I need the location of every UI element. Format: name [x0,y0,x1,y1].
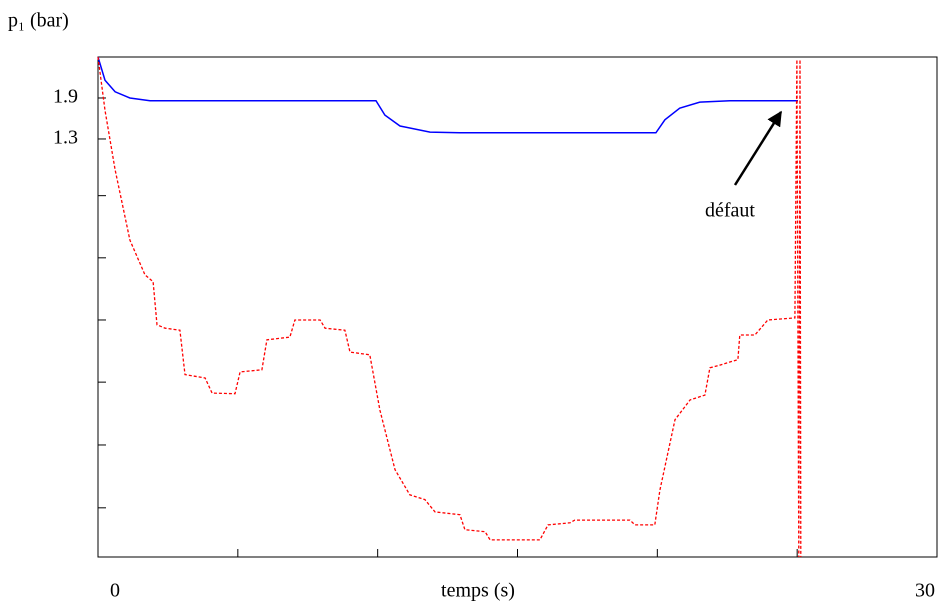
x-tick-label: 30 [915,580,935,602]
x-tick-label: 0 [110,580,120,602]
y-tick-label: 1.3 [53,127,78,149]
annotation-arrow [733,110,783,186]
x-axis-label: temps (s) [441,580,515,602]
annotation: défaut [705,200,755,222]
plot-frame [97,56,938,558]
data-line [97,56,798,134]
data-line [97,56,802,558]
y-tick-label: 1.9 [53,86,78,108]
y-axis-label: p₁ (bar) [8,10,69,32]
